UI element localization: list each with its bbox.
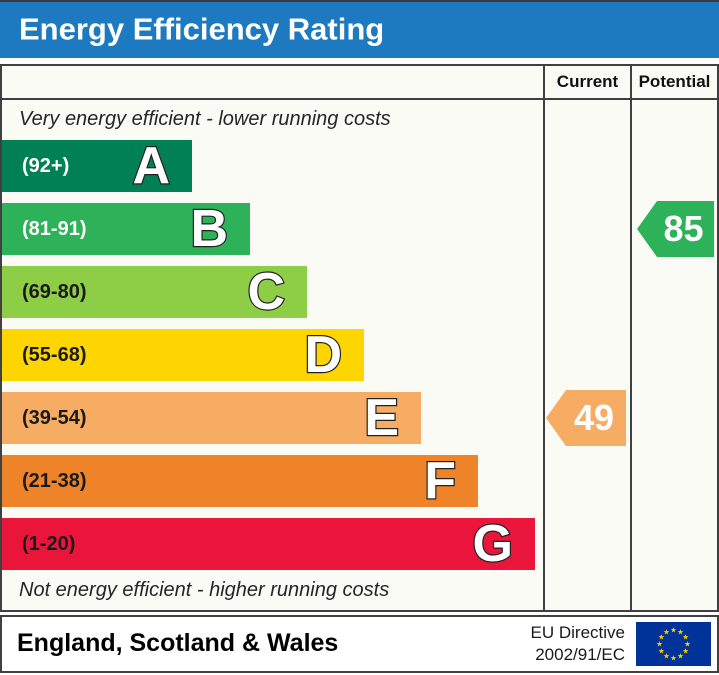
band-letter: E — [363, 389, 400, 447]
eu-flag-icon: ★ ★ ★ ★ ★ ★ ★ ★ ★ ★ ★ ★ — [636, 622, 711, 666]
band-row: (21-38) F — [2, 452, 543, 510]
band-bar: (1-20) G — [2, 515, 535, 573]
band-bar: (92+) A — [2, 137, 192, 195]
band-bar: (69-80) C — [2, 263, 307, 321]
band-letter: B — [189, 200, 229, 258]
svg-text:★: ★ — [684, 640, 691, 649]
energy-rating-chart: Current Potential Very energy efficient … — [0, 64, 719, 612]
svg-text:★: ★ — [677, 652, 684, 661]
band-row: (69-80) C — [2, 263, 543, 321]
page-top-rule — [0, 0, 719, 2]
band-letter: F — [423, 452, 457, 510]
header-row-rule — [2, 98, 717, 100]
current-column-header: Current — [556, 72, 619, 91]
potential-rating-arrow: 85 — [637, 201, 714, 257]
band-range-label: (21-38) — [22, 469, 87, 492]
band-range-label: (1-20) — [22, 532, 76, 555]
band-bar: (55-68) D — [2, 326, 364, 384]
eu-directive-line2: 2002/91/EC — [535, 645, 625, 664]
svg-text:★: ★ — [682, 647, 689, 656]
bands: (92+) A (81-91) B (69-80) C (55-68) D (3… — [2, 137, 543, 581]
potential-rating-value: 85 — [663, 208, 704, 249]
band-row: (1-20) G — [2, 515, 543, 573]
band-letter: A — [131, 137, 171, 195]
band-range-label: (81-91) — [22, 217, 87, 240]
eu-directive-label: EU Directive 2002/91/EC — [531, 622, 625, 666]
current-rating-arrow: 49 — [546, 390, 626, 446]
band-bar: (81-91) B — [2, 200, 250, 258]
svg-text:★: ★ — [682, 633, 689, 642]
band-range-label: (92+) — [22, 154, 70, 177]
page-title: Energy Efficiency Rating — [19, 11, 385, 47]
svg-text:★: ★ — [670, 626, 677, 635]
svg-text:★: ★ — [663, 627, 670, 636]
band-bar: (21-38) F — [2, 452, 478, 510]
potential-column-header: Potential — [638, 72, 711, 91]
region-label: England, Scotland & Wales — [17, 628, 339, 657]
band-row: (92+) A — [2, 137, 543, 195]
band-letter: C — [246, 263, 286, 321]
band-letter: G — [471, 515, 514, 573]
eu-directive-line1: EU Directive — [530, 623, 625, 642]
current-rating-value: 49 — [573, 397, 615, 438]
svg-text:★: ★ — [658, 633, 665, 642]
band-range-label: (69-80) — [22, 280, 87, 303]
band-row: (55-68) D — [2, 326, 543, 384]
svg-text:★: ★ — [677, 627, 684, 636]
band-row: (39-54) E — [2, 389, 543, 447]
band-letter: D — [303, 326, 343, 384]
potential-column-divider — [630, 66, 632, 610]
footer: England, Scotland & Wales EU Directive 2… — [0, 615, 719, 673]
band-range-label: (55-68) — [22, 343, 87, 366]
current-column-divider — [543, 66, 545, 610]
title-bar: Energy Efficiency Rating — [0, 2, 719, 58]
svg-text:★: ★ — [658, 647, 665, 656]
top-note: Very energy efficient - lower running co… — [19, 108, 391, 130]
band-range-label: (39-54) — [22, 406, 87, 429]
bottom-note: Not energy efficient - higher running co… — [19, 579, 390, 601]
band-row: (81-91) B — [2, 200, 543, 258]
band-bar: (39-54) E — [2, 389, 421, 447]
svg-text:★: ★ — [656, 640, 663, 649]
svg-text:★: ★ — [670, 654, 677, 663]
svg-text:★: ★ — [663, 652, 670, 661]
